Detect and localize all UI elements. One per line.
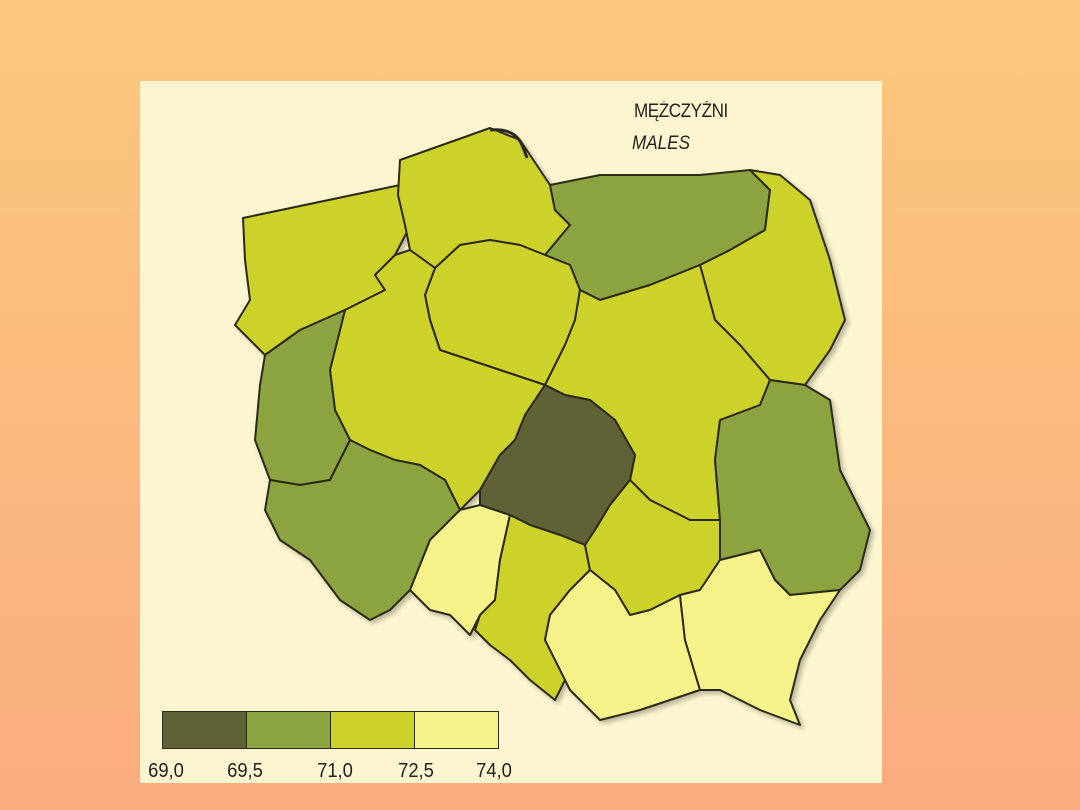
map-title: MĘŻCZYŹNI	[634, 101, 728, 122]
legend-tick: 69,0	[148, 760, 184, 782]
legend-tick: 69,5	[227, 760, 263, 782]
legend-tick: 71,0	[317, 760, 353, 782]
legend-swatch-2	[247, 712, 331, 748]
legend-swatch-1	[163, 712, 247, 748]
legend-tick: 72,5	[398, 760, 434, 782]
region-slaskie	[474, 514, 591, 701]
legend	[162, 711, 499, 749]
legend-swatch-3	[331, 712, 415, 748]
map-subtitle: MALES	[632, 133, 690, 154]
legend-swatch-4	[415, 712, 498, 748]
region-lubelskie	[714, 379, 871, 596]
legend-tick: 74,0	[476, 760, 512, 782]
hel-peninsula	[489, 128, 529, 159]
region-opolskie	[409, 504, 511, 636]
region-podkarpackie	[679, 549, 841, 726]
